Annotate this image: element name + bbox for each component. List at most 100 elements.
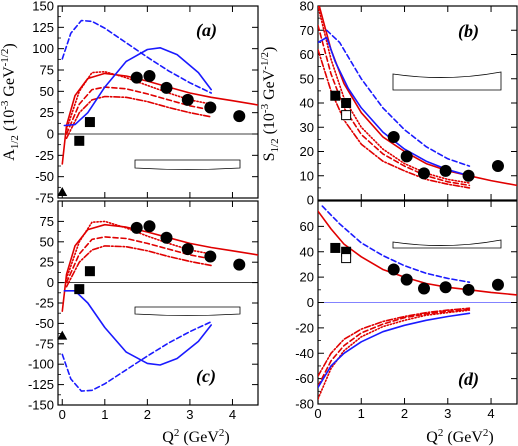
series-line-solid <box>318 312 471 389</box>
y-tick-label: 40 <box>300 96 314 111</box>
series-line-dashdot <box>65 95 212 140</box>
y-tick-label: -80 <box>295 397 314 412</box>
y-tick-label: -75 <box>35 336 54 351</box>
data-point-square <box>330 242 341 253</box>
data-point-circle <box>387 130 400 143</box>
data-point-circle <box>233 110 246 123</box>
data-point-circle <box>462 283 475 296</box>
data-point-circle <box>143 69 156 82</box>
series-line-solid <box>63 289 212 366</box>
data-point-circle <box>130 221 143 234</box>
series-line-dashed <box>321 205 471 284</box>
panel-d: 0 1 2 3 4 -80 -60 -40 -20 0 20 40 60 (d) Q2 (GeV2) <box>295 200 518 446</box>
y-tick-label: -100 <box>28 357 54 372</box>
y-tick-label: -50 <box>35 316 54 331</box>
y-tick-label: 50 <box>300 71 314 86</box>
series-line-solid <box>318 6 517 187</box>
data-point-circle <box>181 243 194 256</box>
series-line-dashdot <box>65 245 212 288</box>
y-tick-label: 20 <box>300 270 314 285</box>
error-band <box>392 71 502 91</box>
series-line-dotted <box>318 6 471 184</box>
data-point-circle <box>462 169 475 182</box>
y-tick-label: -25 <box>35 148 54 163</box>
y-tick-label: 25 <box>40 255 54 270</box>
x-axis-label: Q2 (GeV2) <box>162 427 229 446</box>
series-line-dashed <box>65 86 212 135</box>
data-point-circle <box>439 281 452 294</box>
y-tick-label: 0 <box>47 127 54 142</box>
data-point-square <box>74 135 85 146</box>
y-tick-label: 30 <box>300 120 314 135</box>
y-tick-label: 60 <box>300 47 314 62</box>
x-axis-label: Q2 (GeV2) <box>426 427 493 446</box>
data-point-circle <box>400 273 413 286</box>
y-tick-label: 60 <box>300 219 314 234</box>
series-line-dotted <box>318 309 471 400</box>
data-point-circle <box>204 250 217 263</box>
series-line-dashed <box>65 236 212 284</box>
data-point-circle <box>204 101 217 114</box>
series-line-dashdot <box>318 307 471 377</box>
y-tick-label: 50 <box>40 84 54 99</box>
panel-b: 0 10 20 30 40 50 60 70 80 (b) S1/2 (10-3 GeV-1/2) <box>259 0 518 208</box>
panel-label: (a) <box>196 20 217 41</box>
y-tick-label: 125 <box>32 20 54 35</box>
data-point-circle <box>160 81 173 94</box>
y-tick-label: -40 <box>295 346 314 361</box>
y-tick-label: 75 <box>40 63 54 78</box>
x-tick-label: 1 <box>101 407 108 422</box>
x-tick-label: 0 <box>314 406 321 421</box>
series-line-dashed <box>325 29 471 167</box>
data-point-circle <box>143 220 156 233</box>
y-tick-label: -150 <box>28 398 54 413</box>
x-tick-label: 4 <box>487 406 494 421</box>
data-point-circle <box>181 93 194 106</box>
x-tick-label: 4 <box>229 407 236 422</box>
error-band <box>392 239 502 249</box>
error-band <box>134 306 241 316</box>
error-band <box>134 159 241 170</box>
y-tick-label: -60 <box>295 371 314 386</box>
x-tick-label: 3 <box>186 407 193 422</box>
y-tick-label: 100 <box>32 41 54 56</box>
y-tick-label: 75 <box>40 214 54 229</box>
data-point-circle <box>417 167 430 180</box>
y-tick-label: 25 <box>40 105 54 120</box>
data-point-circle <box>491 278 504 291</box>
data-point-square <box>330 90 341 101</box>
y-axis-label: A1/2 (10-3 GeV-1/2) <box>0 43 21 160</box>
y-tick-label: 80 <box>300 0 314 14</box>
x-tick-label: 2 <box>144 407 151 422</box>
series-line-solid <box>318 36 471 177</box>
data-point-square <box>74 284 85 295</box>
panel-label: (c) <box>196 366 216 387</box>
y-tick-label: -50 <box>35 169 54 184</box>
data-point-square <box>84 117 95 128</box>
y-tick-label: -75 <box>35 191 54 206</box>
data-point-square <box>341 98 352 108</box>
panel-label: (d) <box>458 369 479 390</box>
data-point-circle <box>387 263 400 276</box>
data-point-circle <box>439 164 452 177</box>
data-point-triangle <box>57 330 68 340</box>
data-point-open-square <box>341 253 352 264</box>
data-point-circle <box>400 150 413 163</box>
x-tick-label: 2 <box>401 406 408 421</box>
data-point-square <box>84 266 95 277</box>
y-tick-label: 40 <box>300 244 314 259</box>
y-tick-label: 10 <box>300 168 314 183</box>
y-tick-label: 20 <box>300 144 314 159</box>
y-tick-label: -20 <box>295 320 314 335</box>
data-point-open-square <box>341 110 352 121</box>
x-tick-label: 1 <box>358 406 365 421</box>
panel-label: (b) <box>458 21 479 42</box>
series-line-dashed <box>318 24 471 187</box>
data-point-circle <box>130 71 143 84</box>
y-axis-label: S1/2 (10-3 GeV-1/2) <box>259 47 281 162</box>
y-tick-label: 0 <box>307 295 314 310</box>
data-point-circle <box>417 282 430 295</box>
data-point-circle <box>160 231 173 244</box>
